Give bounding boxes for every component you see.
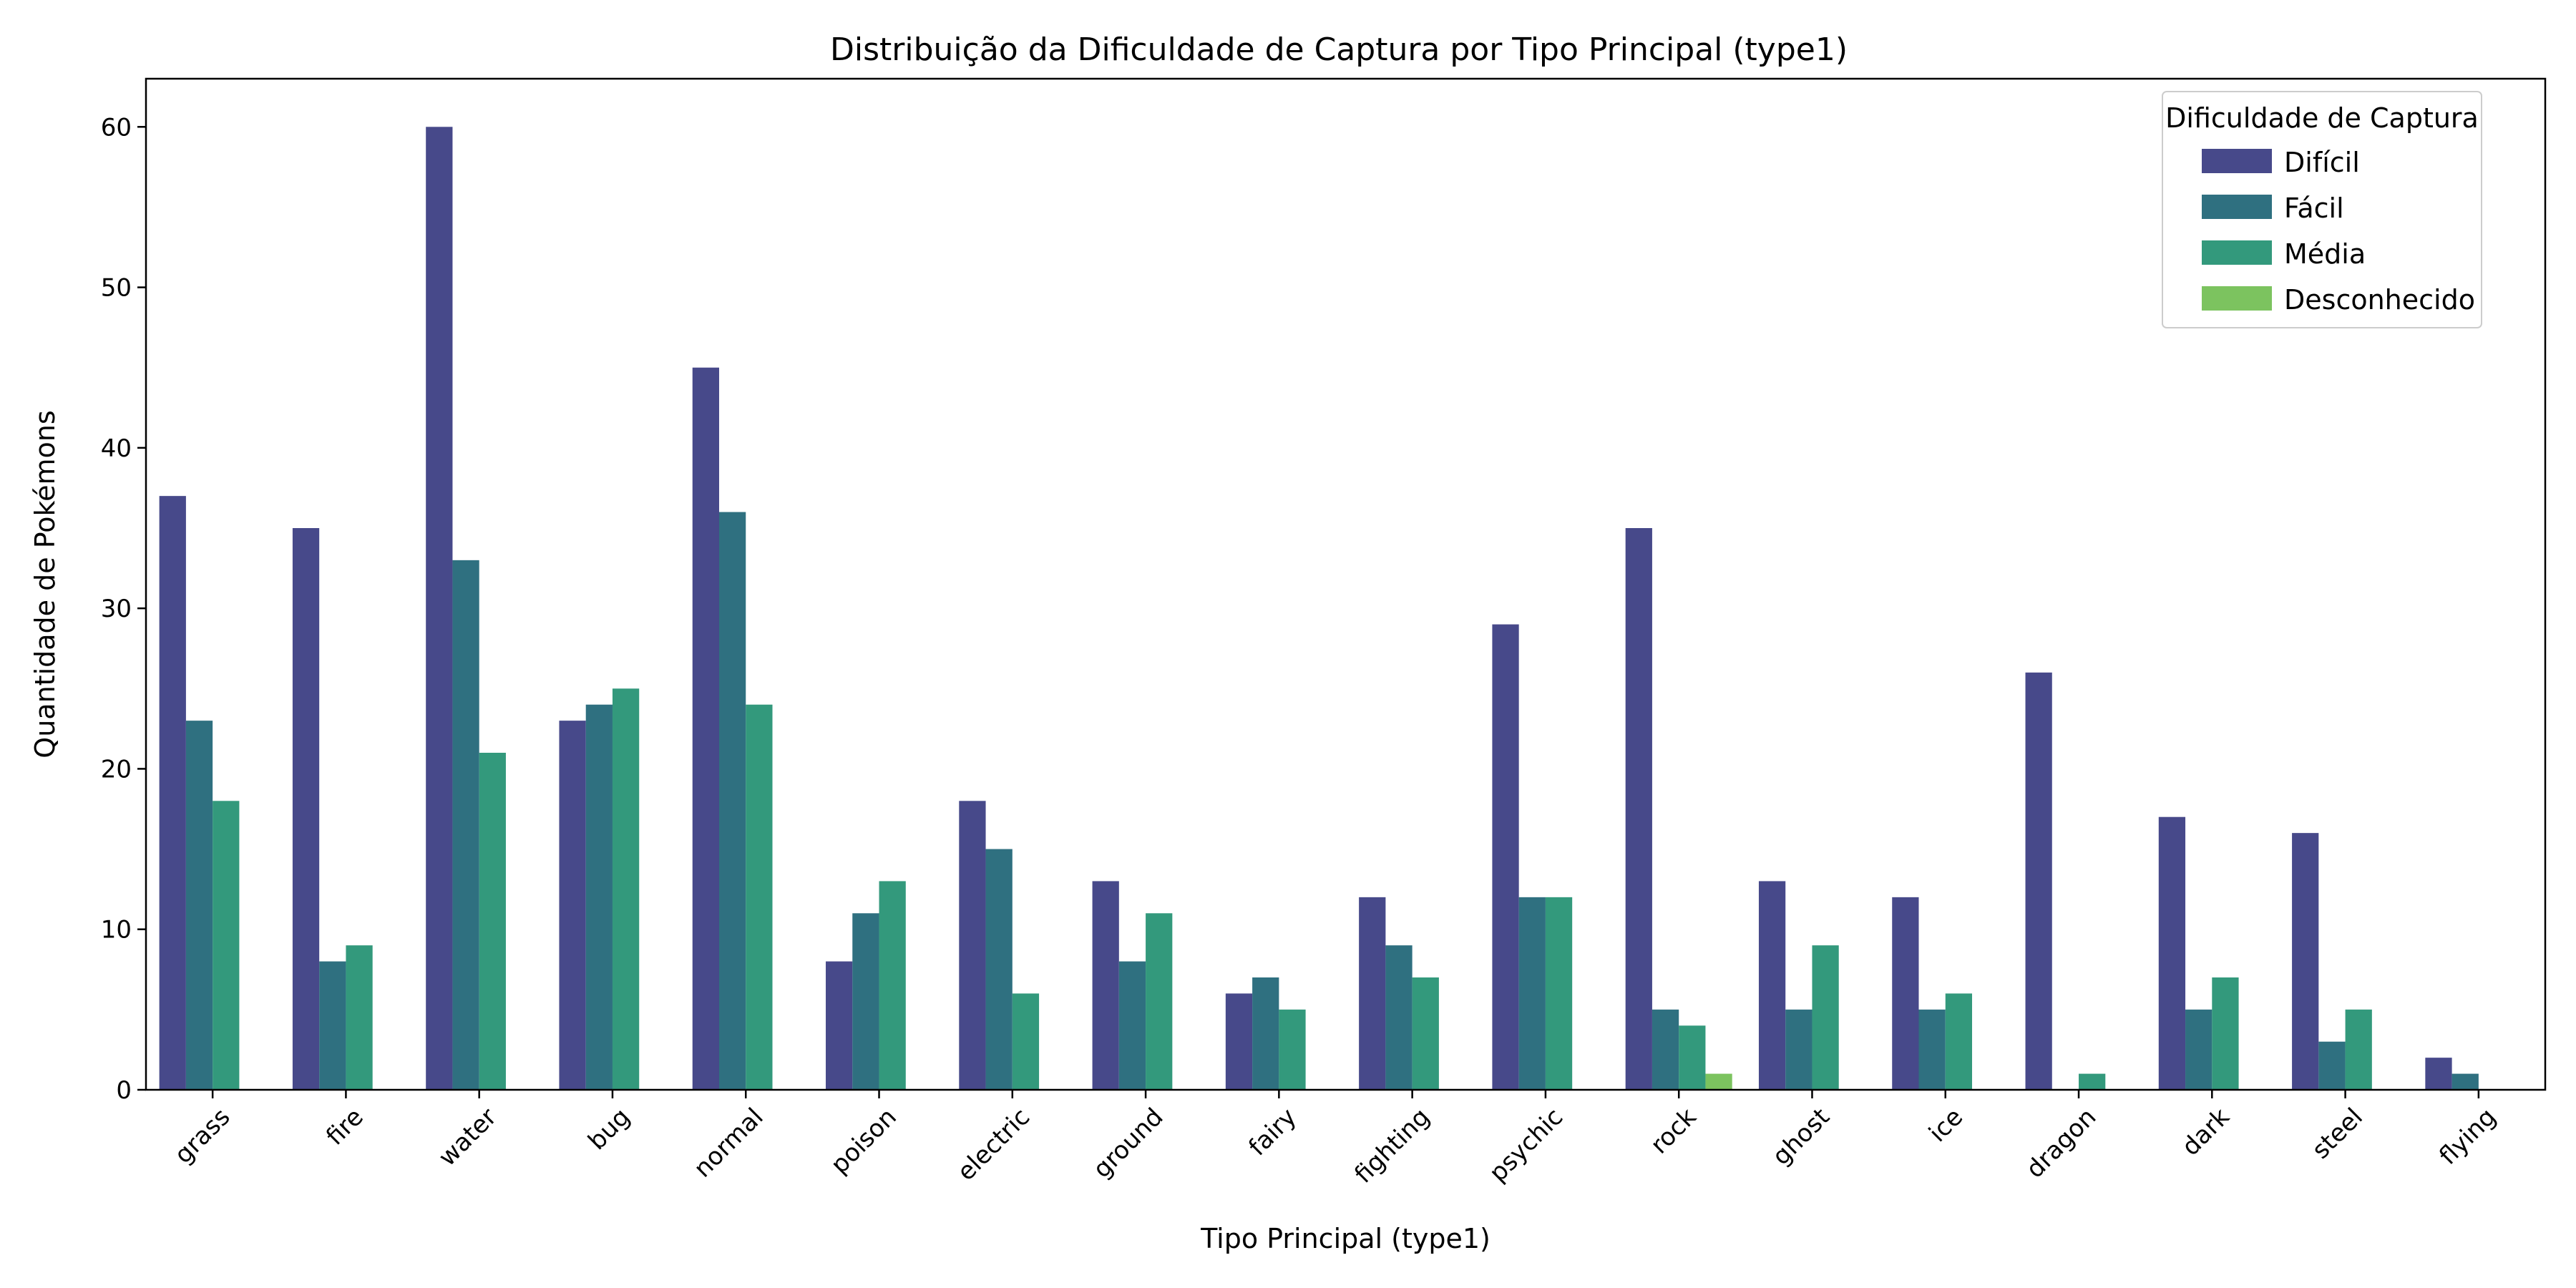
- bar-electric-média: [1012, 993, 1040, 1090]
- x-tick-label-electric: electric: [952, 1103, 1035, 1186]
- bar-poison-difícil: [826, 961, 853, 1090]
- bar-fighting-difícil: [1359, 897, 1386, 1090]
- bar-poison-fácil: [852, 913, 879, 1090]
- legend-label-difícil: Difícil: [2284, 147, 2360, 178]
- y-axis: 0 10 20 30 40 50 60: [101, 113, 146, 1105]
- bar-normal-fácil: [718, 512, 746, 1090]
- x-tick-label-rock: rock: [1645, 1103, 1702, 1160]
- y-tick-label: 0: [116, 1076, 132, 1105]
- bar-steel-fácil: [2318, 1041, 2346, 1090]
- legend-label-fácil: Fácil: [2284, 192, 2344, 224]
- bar-dragon-média: [2079, 1073, 2106, 1090]
- y-tick-label: 50: [101, 274, 132, 303]
- x-tick-label-water: water: [433, 1103, 502, 1172]
- bar-fairy-fácil: [1252, 977, 1279, 1090]
- legend-swatch-fácil: [2202, 195, 2272, 219]
- x-tick-label-ghost: ghost: [1767, 1103, 1835, 1171]
- bar-normal-média: [746, 704, 773, 1090]
- x-tick-label-fire: fire: [321, 1103, 369, 1151]
- bar-fairy-média: [1279, 1009, 1306, 1090]
- legend: Dificuldade de Captura Difícil Fácil Média…: [2162, 91, 2482, 328]
- bar-ground-fácil: [1118, 961, 1146, 1090]
- bars-layer: [159, 127, 2479, 1090]
- bar-ice-média: [1945, 993, 1973, 1090]
- bar-dark-média: [2212, 977, 2239, 1090]
- x-tick-label-poison: poison: [825, 1103, 902, 1179]
- bar-normal-difícil: [692, 367, 719, 1090]
- bar-ice-difícil: [1892, 897, 1919, 1090]
- bar-ground-média: [1146, 913, 1173, 1090]
- bar-rock-desconhecido: [1705, 1073, 1732, 1090]
- x-tick-label-flying: flying: [2434, 1103, 2502, 1171]
- bar-poison-média: [879, 881, 906, 1090]
- legend-title: Dificuldade de Captura: [2165, 102, 2479, 134]
- bar-dark-difícil: [2158, 816, 2186, 1090]
- bar-psychic-difícil: [1492, 624, 1519, 1090]
- bar-psychic-fácil: [1518, 897, 1546, 1090]
- y-axis-title: Quantidade de Pokémons: [29, 410, 61, 758]
- bar-fire-difícil: [292, 528, 320, 1090]
- x-tick-label-ice: ice: [1923, 1103, 1968, 1148]
- bar-rock-fácil: [1652, 1009, 1679, 1090]
- x-axis: grass fire water bug normal poison electric gro…: [169, 1090, 2502, 1189]
- y-tick-label: 60: [101, 113, 132, 142]
- x-tick-label-bug: bug: [582, 1103, 635, 1156]
- bar-bug-difícil: [559, 721, 586, 1090]
- legend-label-média: Média: [2284, 238, 2366, 270]
- bar-fairy-difícil: [1225, 993, 1253, 1090]
- x-tick-label-fairy: fairy: [1243, 1103, 1302, 1161]
- bar-dark-fácil: [2185, 1009, 2212, 1090]
- bar-water-fácil: [452, 560, 479, 1090]
- bar-flying-difícil: [2425, 1058, 2452, 1090]
- bar-rock-difícil: [1625, 528, 1652, 1090]
- bar-electric-fácil: [985, 849, 1013, 1090]
- legend-swatch-desconhecido: [2202, 286, 2272, 311]
- bar-flying-fácil: [2451, 1073, 2479, 1090]
- bar-ice-fácil: [1918, 1009, 1946, 1090]
- bar-dragon-difícil: [2025, 672, 2052, 1090]
- legend-items: Difícil Fácil Média Desconhecido: [2202, 147, 2475, 316]
- bar-fighting-fácil: [1385, 945, 1413, 1090]
- x-tick-label-normal: normal: [688, 1103, 769, 1184]
- x-tick-label-ground: ground: [1088, 1103, 1169, 1184]
- x-axis-title: Tipo Principal (type1): [1200, 1223, 1491, 1254]
- bar-fire-média: [346, 945, 373, 1090]
- bar-psychic-média: [1545, 897, 1573, 1090]
- bar-ground-difícil: [1092, 881, 1119, 1090]
- bar-bug-fácil: [585, 704, 613, 1090]
- bar-bug-média: [612, 688, 640, 1090]
- bar-fire-fácil: [319, 961, 346, 1090]
- x-tick-label-steel: steel: [2306, 1103, 2368, 1164]
- legend-swatch-média: [2202, 240, 2272, 265]
- legend-label-desconhecido: Desconhecido: [2284, 284, 2475, 316]
- y-tick-label: 20: [101, 755, 132, 784]
- bar-steel-média: [2345, 1009, 2372, 1090]
- bar-steel-difícil: [2292, 833, 2319, 1090]
- bar-ghost-fácil: [1785, 1009, 1813, 1090]
- legend-swatch-difícil: [2202, 149, 2272, 173]
- bar-ghost-média: [1812, 945, 1839, 1090]
- x-tick-label-fighting: fighting: [1349, 1103, 1435, 1189]
- x-tick-label-grass: grass: [169, 1103, 235, 1169]
- x-tick-label-psychic: psychic: [1484, 1103, 1569, 1188]
- bar-ghost-difícil: [1758, 881, 1786, 1090]
- bar-water-difícil: [426, 127, 453, 1090]
- y-tick-label: 30: [101, 595, 132, 623]
- bar-electric-difícil: [959, 801, 986, 1090]
- bar-fighting-média: [1412, 977, 1439, 1090]
- y-tick-label: 40: [101, 434, 132, 463]
- plot-frame: [145, 77, 2547, 1091]
- bar-grass-média: [213, 801, 240, 1090]
- y-tick-label: 10: [101, 916, 132, 945]
- chart-title: Distribuição da Dificuldade de Captura p…: [830, 31, 1848, 68]
- bar-water-média: [479, 753, 506, 1090]
- bar-rock-média: [1679, 1025, 1706, 1090]
- bar-grass-fácil: [185, 721, 213, 1090]
- x-tick-label-dragon: dragon: [2021, 1103, 2102, 1184]
- x-tick-label-dark: dark: [2177, 1103, 2235, 1161]
- bar-grass-difícil: [159, 496, 186, 1090]
